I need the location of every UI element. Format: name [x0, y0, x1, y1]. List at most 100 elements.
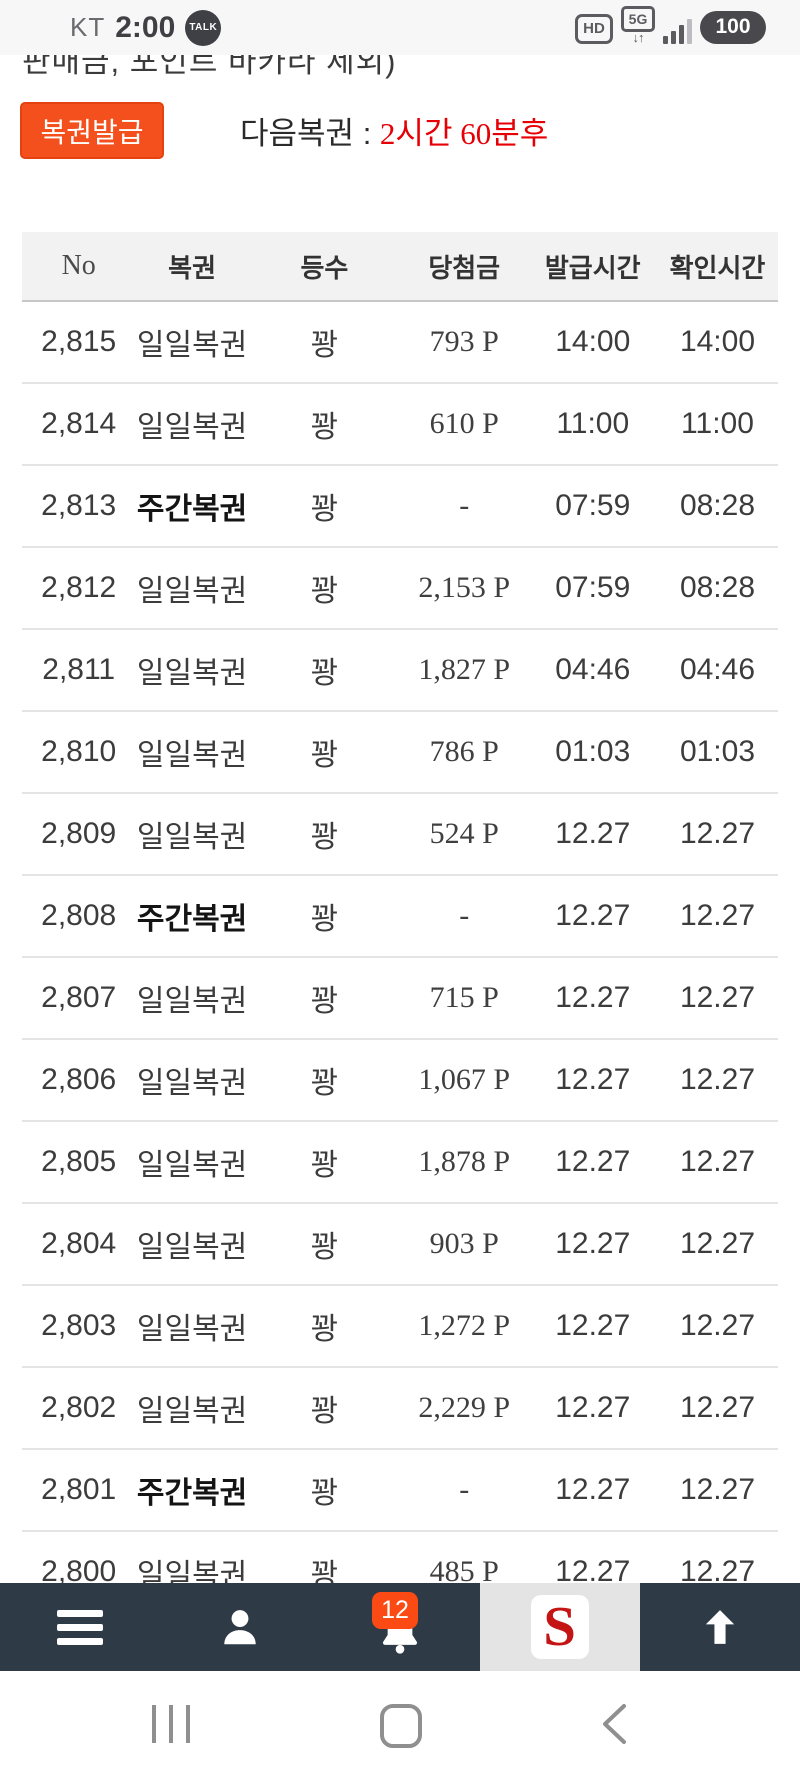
logo-tile: S — [531, 1595, 589, 1659]
cell-no: 2,812 — [41, 571, 117, 604]
scroll-to-top-button[interactable] — [640, 1583, 800, 1671]
cell-prize: 715 P — [429, 981, 499, 1014]
cell-lottery: 일일복권 — [136, 411, 248, 444]
home-button[interactable] — [380, 1704, 422, 1748]
cell-rank: 꽝 — [310, 411, 339, 444]
cell-prize: 793 P — [429, 325, 499, 358]
cell-lottery: 일일복권 — [136, 575, 248, 608]
cell-rank: 꽝 — [310, 1231, 339, 1264]
cell-issued-time: 14:00 — [555, 325, 631, 358]
profile-button[interactable] — [160, 1583, 320, 1671]
cell-checked-time: 11:00 — [681, 407, 754, 440]
cell-lottery: 주간복권 — [136, 903, 248, 936]
cell-checked-time: 12.27 — [679, 817, 756, 850]
table-row: 2,806 일일복권 꽝 1,067 P 12.27 12.27 — [22, 1040, 778, 1122]
site-logo-button[interactable]: S — [480, 1583, 640, 1671]
header-checked-time: 확인시간 — [669, 252, 766, 283]
cell-issued-time: 07:59 — [555, 571, 631, 604]
notifications-button[interactable]: 12 — [320, 1583, 480, 1671]
cell-lottery: 일일복권 — [136, 821, 248, 854]
cell-lottery: 일일복권 — [136, 1395, 248, 1428]
cell-issued-time: 12.27 — [555, 1063, 631, 1096]
cell-rank: 꽝 — [310, 1313, 339, 1346]
cell-rank: 꽝 — [310, 657, 339, 690]
cell-checked-time: 12.27 — [679, 899, 756, 932]
cell-lottery: 일일복권 — [136, 1149, 248, 1182]
header-rank: 등수 — [300, 252, 349, 283]
cell-no: 2,801 — [41, 1473, 117, 1506]
cell-rank: 꽝 — [310, 1559, 339, 1583]
cell-checked-time: 04:46 — [679, 653, 756, 686]
back-button[interactable] — [600, 1703, 628, 1745]
s-logo: S — [543, 1596, 577, 1658]
cell-lottery: 일일복권 — [136, 329, 248, 362]
hd-voice-icon: HD — [575, 13, 613, 44]
cell-checked-time: 08:28 — [679, 571, 756, 604]
carrier-label: KT — [70, 12, 106, 42]
cell-checked-time: 12.27 — [679, 1473, 756, 1506]
table-row: 2,814 일일복권 꽝 610 P 11:00 11:00 — [22, 384, 778, 466]
cell-checked-time: 12.27 — [679, 1145, 756, 1178]
cell-lottery: 주간복권 — [136, 493, 248, 526]
cell-no: 2,806 — [41, 1063, 117, 1096]
cell-lottery: 일일복권 — [136, 1559, 248, 1583]
cell-no: 2,808 — [41, 899, 117, 932]
cell-lottery: 일일복권 — [136, 1231, 248, 1264]
recents-button[interactable] — [152, 1705, 190, 1743]
cell-checked-time: 12.27 — [679, 1063, 756, 1096]
table-row: 2,804 일일복권 꽝 903 P 12.27 12.27 — [22, 1204, 778, 1286]
issue-lottery-button[interactable]: 복권발급 — [20, 102, 164, 159]
cell-rank: 꽝 — [310, 985, 339, 1018]
cell-issued-time: 12.27 — [555, 1391, 631, 1424]
cell-checked-time: 12.27 — [679, 1555, 756, 1583]
lottery-history-table: No 복권 등수 당첨금 발급시간 확인시간 2,815 일일복권 꽝 793 … — [22, 232, 778, 1583]
cell-lottery: 일일복권 — [136, 657, 248, 690]
cell-prize: 2,153 P — [418, 571, 511, 604]
cell-prize: 1,272 P — [418, 1309, 511, 1342]
cell-lottery: 일일복권 — [136, 739, 248, 772]
hamburger-icon — [57, 1609, 103, 1645]
cell-checked-time: 12.27 — [679, 1309, 756, 1342]
cell-checked-time: 01:03 — [679, 735, 756, 768]
table-header-row: No 복권 등수 당첨금 발급시간 확인시간 — [22, 232, 778, 302]
cell-rank: 꽝 — [310, 903, 339, 936]
cell-issued-time: 07:59 — [555, 489, 631, 522]
cell-prize: 485 P — [429, 1555, 499, 1583]
table-row: 2,811 일일복권 꽝 1,827 P 04:46 04:46 — [22, 630, 778, 712]
status-bar: KT 2:00 TALK HD 5G ↓↑ 100 — [0, 0, 800, 55]
cell-checked-time: 12.27 — [679, 1391, 756, 1424]
cell-issued-time: 12.27 — [555, 817, 631, 850]
cell-no: 2,805 — [41, 1145, 117, 1178]
menu-button[interactable] — [0, 1583, 160, 1671]
person-icon — [224, 1610, 256, 1645]
android-navigation-bar — [0, 1671, 800, 1778]
header-issued-time: 발급시간 — [544, 252, 641, 283]
table-row: 2,801 주간복권 꽝 - 12.27 12.27 — [22, 1450, 778, 1532]
table-row: 2,808 주간복권 꽝 - 12.27 12.27 — [22, 876, 778, 958]
clock: 2:00 — [115, 10, 176, 44]
next-lottery-countdown: 다음복권 : 2시간 60분후 — [240, 100, 548, 160]
cell-issued-time: 12.27 — [555, 1555, 631, 1583]
cell-checked-time: 12.27 — [679, 981, 756, 1014]
table-row: 2,809 일일복권 꽝 524 P 12.27 12.27 — [22, 794, 778, 876]
table-row: 2,812 일일복권 꽝 2,153 P 07:59 08:28 — [22, 548, 778, 630]
cell-checked-time: 14:00 — [679, 325, 756, 358]
cell-no: 2,807 — [41, 981, 117, 1014]
cell-lottery: 주간복권 — [136, 1477, 248, 1510]
cell-issued-time: 01:03 — [555, 735, 631, 768]
cell-no: 2,815 — [41, 325, 117, 358]
cell-prize: 1,827 P — [418, 653, 511, 686]
table-row: 2,800 일일복권 꽝 485 P 12.27 12.27 — [22, 1532, 778, 1583]
table-row: 2,802 일일복권 꽝 2,229 P 12.27 12.27 — [22, 1368, 778, 1450]
cell-no: 2,810 — [41, 735, 117, 768]
cell-rank: 꽝 — [310, 329, 339, 362]
battery-indicator: 100 — [700, 10, 766, 44]
table-row: 2,803 일일복권 꽝 1,272 P 12.27 12.27 — [22, 1286, 778, 1368]
cell-prize: 610 P — [429, 407, 499, 440]
notification-badge: 12 — [372, 1592, 418, 1629]
next-lottery-value: 2시간 60분후 — [379, 115, 549, 151]
cell-rank: 꽝 — [310, 575, 339, 608]
cell-prize: 786 P — [429, 735, 499, 768]
cell-issued-time: 11:00 — [556, 407, 630, 440]
